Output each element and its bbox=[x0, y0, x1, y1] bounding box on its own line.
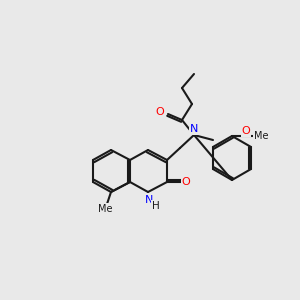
Text: Me: Me bbox=[254, 131, 268, 141]
Text: O: O bbox=[182, 177, 190, 187]
Text: O: O bbox=[242, 126, 250, 136]
Text: H: H bbox=[152, 201, 160, 211]
Text: N: N bbox=[190, 124, 198, 134]
Text: O: O bbox=[156, 107, 164, 117]
Text: N: N bbox=[145, 195, 153, 205]
Text: Me: Me bbox=[98, 204, 112, 214]
